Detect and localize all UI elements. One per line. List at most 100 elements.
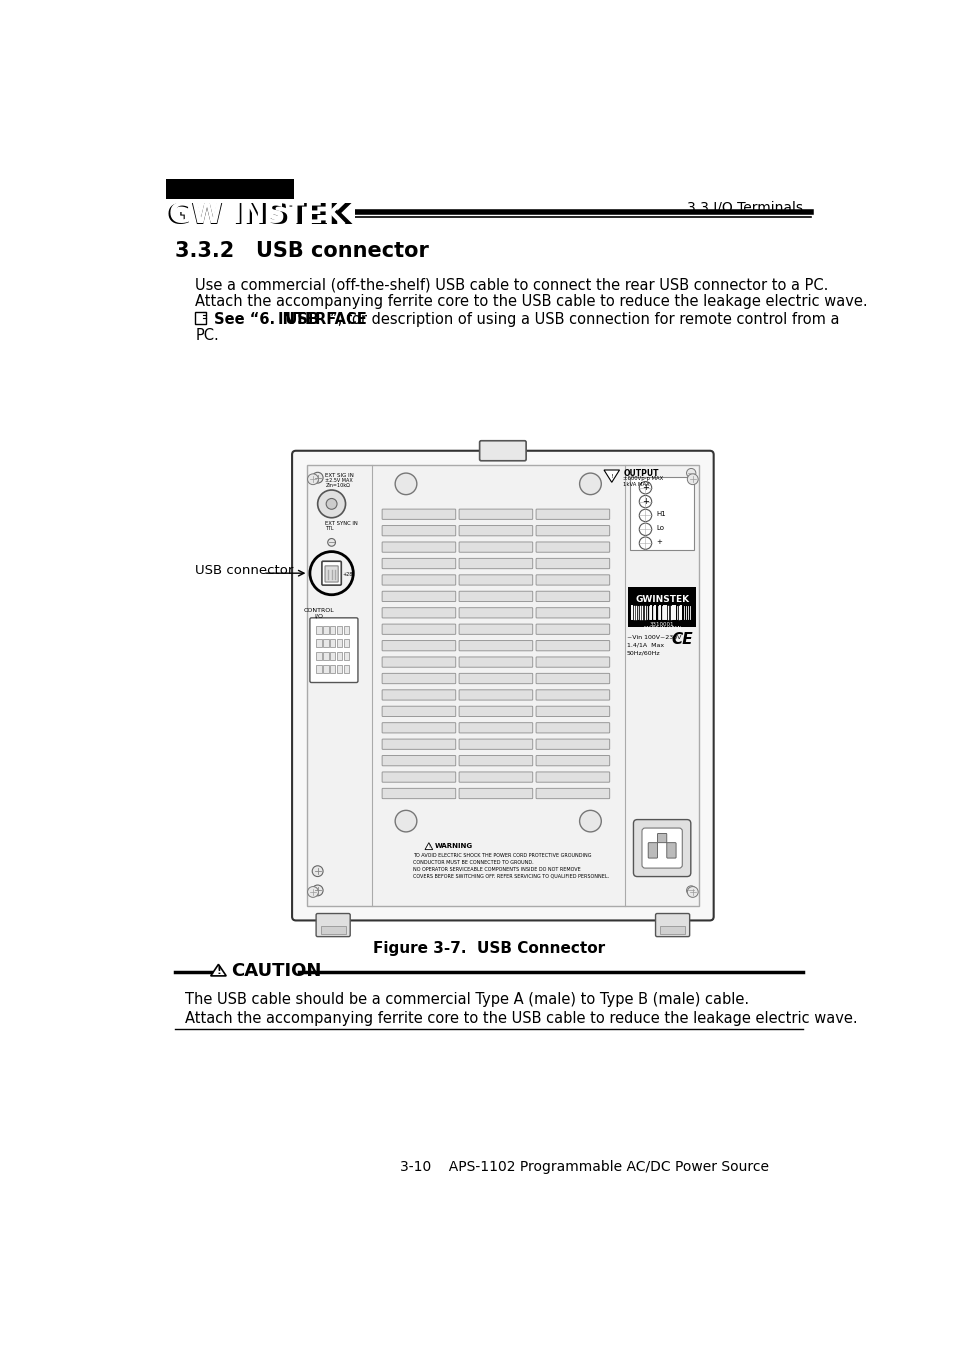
Bar bbox=[323, 664, 328, 674]
Circle shape bbox=[639, 537, 651, 549]
Circle shape bbox=[579, 472, 600, 494]
Text: Attach the accompanying ferrite core to the USB cable to reduce the leakage elec: Attach the accompanying ferrite core to … bbox=[195, 294, 867, 309]
Text: !: ! bbox=[427, 844, 430, 849]
FancyBboxPatch shape bbox=[382, 640, 456, 651]
Text: +: + bbox=[641, 483, 648, 493]
FancyBboxPatch shape bbox=[382, 756, 456, 765]
Circle shape bbox=[312, 472, 323, 483]
Text: GWINSTEK: GWINSTEK bbox=[635, 595, 688, 603]
FancyBboxPatch shape bbox=[458, 559, 532, 568]
Text: EXT SYNC IN: EXT SYNC IN bbox=[325, 521, 357, 525]
Text: The USB cable should be a commercial Type A (male) to Type B (male) cable.: The USB cable should be a commercial Typ… bbox=[185, 992, 748, 1007]
Circle shape bbox=[307, 887, 318, 898]
Text: TO AVOID ELECTRIC SHOCK THE POWER CORD PROTECTIVE GROUNDING: TO AVOID ELECTRIC SHOCK THE POWER CORD P… bbox=[413, 853, 591, 859]
FancyBboxPatch shape bbox=[382, 657, 456, 667]
Text: 3310001: 3310001 bbox=[649, 622, 674, 628]
Bar bbox=[323, 652, 328, 660]
FancyBboxPatch shape bbox=[666, 842, 676, 859]
Text: 3-10    APS-1102 Programmable AC/DC Power Source: 3-10 APS-1102 Programmable AC/DC Power S… bbox=[399, 1160, 768, 1173]
Bar bbox=[166, 180, 294, 204]
FancyBboxPatch shape bbox=[536, 756, 609, 765]
Bar bbox=[344, 639, 349, 647]
FancyBboxPatch shape bbox=[479, 440, 525, 460]
FancyBboxPatch shape bbox=[536, 591, 609, 602]
FancyBboxPatch shape bbox=[382, 541, 456, 552]
FancyBboxPatch shape bbox=[382, 706, 456, 717]
FancyBboxPatch shape bbox=[382, 722, 456, 733]
Polygon shape bbox=[211, 964, 226, 976]
FancyBboxPatch shape bbox=[536, 624, 609, 634]
Bar bbox=[336, 664, 342, 674]
FancyBboxPatch shape bbox=[458, 690, 532, 701]
FancyBboxPatch shape bbox=[536, 657, 609, 667]
FancyBboxPatch shape bbox=[382, 690, 456, 701]
FancyBboxPatch shape bbox=[382, 509, 456, 520]
FancyBboxPatch shape bbox=[382, 525, 456, 536]
Circle shape bbox=[307, 474, 318, 485]
Text: 1kVA MAX: 1kVA MAX bbox=[622, 482, 649, 486]
FancyBboxPatch shape bbox=[536, 541, 609, 552]
FancyBboxPatch shape bbox=[536, 608, 609, 618]
FancyBboxPatch shape bbox=[458, 706, 532, 717]
Polygon shape bbox=[603, 470, 618, 482]
Bar bbox=[628, 587, 695, 628]
FancyBboxPatch shape bbox=[458, 674, 532, 683]
FancyBboxPatch shape bbox=[458, 509, 532, 520]
FancyBboxPatch shape bbox=[382, 772, 456, 782]
FancyBboxPatch shape bbox=[458, 738, 532, 749]
FancyBboxPatch shape bbox=[458, 756, 532, 765]
Circle shape bbox=[686, 468, 695, 478]
FancyBboxPatch shape bbox=[647, 842, 657, 859]
FancyBboxPatch shape bbox=[458, 591, 532, 602]
Text: !: ! bbox=[610, 474, 613, 479]
Bar bbox=[330, 652, 335, 660]
Text: ~Vin 100V~230V: ~Vin 100V~230V bbox=[626, 634, 680, 640]
Circle shape bbox=[579, 810, 600, 832]
FancyBboxPatch shape bbox=[536, 525, 609, 536]
Bar bbox=[323, 625, 328, 634]
Text: 3.3 I/O Terminals: 3.3 I/O Terminals bbox=[686, 201, 802, 215]
Text: +: + bbox=[656, 539, 661, 544]
Text: 1.4/1A  Max: 1.4/1A Max bbox=[626, 643, 663, 648]
Text: INTERFACE: INTERFACE bbox=[277, 312, 367, 327]
Circle shape bbox=[639, 509, 651, 521]
Circle shape bbox=[639, 524, 651, 536]
FancyBboxPatch shape bbox=[315, 914, 350, 937]
Bar bbox=[315, 664, 321, 674]
Bar bbox=[315, 652, 321, 660]
FancyBboxPatch shape bbox=[536, 772, 609, 782]
Text: CONTROL: CONTROL bbox=[303, 608, 335, 613]
Circle shape bbox=[639, 495, 651, 508]
FancyBboxPatch shape bbox=[382, 575, 456, 585]
FancyBboxPatch shape bbox=[195, 312, 206, 324]
Text: WARNING: WARNING bbox=[435, 842, 473, 849]
FancyBboxPatch shape bbox=[536, 722, 609, 733]
Text: EXT SIG IN: EXT SIG IN bbox=[325, 472, 354, 478]
Circle shape bbox=[686, 886, 695, 895]
FancyBboxPatch shape bbox=[382, 788, 456, 799]
Text: !: ! bbox=[215, 967, 221, 976]
FancyBboxPatch shape bbox=[382, 559, 456, 568]
Bar bbox=[330, 664, 335, 674]
Text: CONDUCTOR MUST BE CONNECTED TO GROUND.: CONDUCTOR MUST BE CONNECTED TO GROUND. bbox=[413, 860, 534, 864]
FancyBboxPatch shape bbox=[655, 914, 689, 937]
Text: COVERS BEFORE SWITCHING OFF. REFER SERVICING TO QUALIFIED PERSONNEL.: COVERS BEFORE SWITCHING OFF. REFER SERVI… bbox=[413, 873, 609, 879]
FancyBboxPatch shape bbox=[321, 562, 341, 585]
FancyBboxPatch shape bbox=[458, 624, 532, 634]
Circle shape bbox=[317, 490, 345, 518]
Circle shape bbox=[395, 810, 416, 832]
FancyBboxPatch shape bbox=[382, 738, 456, 749]
FancyBboxPatch shape bbox=[292, 451, 713, 921]
Bar bbox=[344, 625, 349, 634]
FancyBboxPatch shape bbox=[382, 674, 456, 683]
Bar bbox=[307, 466, 699, 906]
Text: TTL: TTL bbox=[325, 526, 334, 531]
Bar bbox=[344, 652, 349, 660]
FancyBboxPatch shape bbox=[536, 706, 609, 717]
Text: MADE IN JAPAN: MADE IN JAPAN bbox=[643, 626, 680, 632]
FancyBboxPatch shape bbox=[536, 690, 609, 701]
Text: +: + bbox=[641, 497, 648, 506]
Bar bbox=[336, 652, 342, 660]
Text: Lo: Lo bbox=[656, 525, 663, 531]
Circle shape bbox=[312, 865, 323, 876]
